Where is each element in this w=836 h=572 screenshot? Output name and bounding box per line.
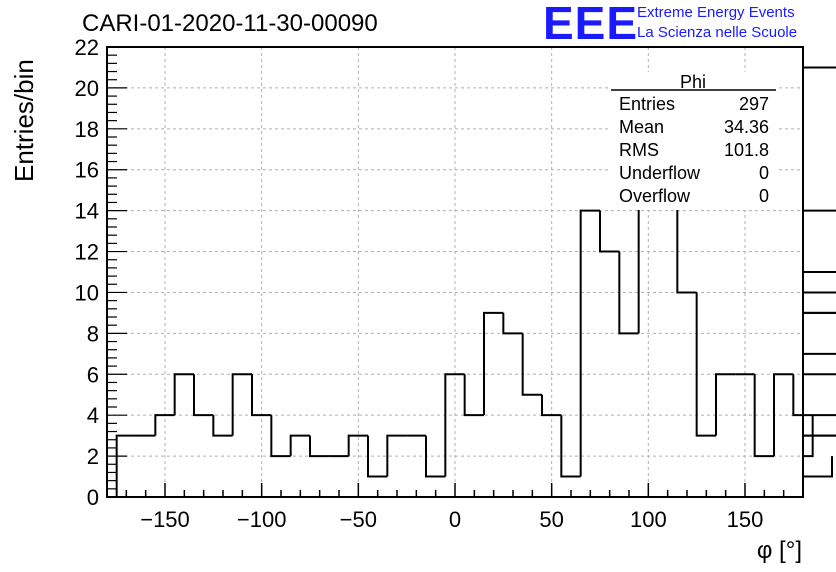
histogram-bin (425, 435, 446, 478)
stats-value: 0 (759, 186, 769, 206)
x-tick-label: 0 (449, 507, 461, 532)
x-tick-label: −100 (237, 507, 287, 532)
histogram-bin (347, 434, 368, 457)
stats-label: Overflow (619, 186, 691, 206)
logo-line-1: Extreme Energy Events (637, 4, 795, 21)
stats-value: 101.8 (724, 140, 769, 160)
y-tick-label: 6 (87, 362, 99, 387)
histogram-bin (212, 415, 233, 437)
histogram-bin (367, 435, 388, 478)
histogram-bin (803, 209, 836, 212)
stats-value: 0 (759, 163, 769, 183)
histogram-bin (803, 271, 836, 273)
stats-label: Mean (619, 117, 664, 137)
histogram-bin (579, 209, 600, 477)
histogram-bin (676, 190, 697, 294)
histogram-bin (803, 311, 836, 314)
histogram-bin (463, 374, 484, 417)
stats-label: Entries (619, 94, 675, 114)
histogram-bin (773, 373, 794, 457)
histogram-bin (803, 66, 836, 69)
histogram-bin (386, 434, 407, 477)
histogram-bin (309, 435, 330, 458)
histogram-bin (270, 415, 291, 458)
y-tick-label: 10 (75, 280, 99, 305)
stats-label: Underflow (619, 163, 701, 183)
y-axis-label: Entries/bin (9, 59, 39, 182)
page-title: CARI-01-2020-11-30-00090 (82, 10, 378, 37)
histogram-bin (193, 374, 214, 417)
x-axis-label: φ [°] (757, 537, 802, 564)
histogram-bin (154, 414, 175, 436)
histogram-bin (803, 414, 836, 417)
x-axis-ticks: −150 −100 −50 0 50 100 150 (106, 483, 804, 532)
histogram-bin (560, 415, 581, 478)
histogram-bin (231, 373, 252, 436)
y-axis-ticks: 0 2 4 6 8 10 12 14 16 18 20 22 (75, 35, 127, 510)
y-tick-label: 14 (75, 199, 99, 224)
histogram-bin (521, 333, 542, 396)
eee-logo: EEE (543, 0, 639, 49)
histogram-bin (792, 374, 803, 417)
histogram-bin (502, 312, 523, 335)
histogram-bin (753, 374, 774, 458)
histogram-bin (483, 311, 504, 416)
histogram-bin (803, 434, 836, 437)
histogram-bin (251, 374, 272, 417)
logo-line-2: La Scienza nelle Scuole (637, 24, 798, 41)
histogram-bin (115, 434, 136, 497)
x-tick-label: −50 (340, 507, 377, 532)
stats-label: RMS (619, 140, 659, 160)
stats-box-bg (611, 72, 776, 210)
y-tick-label: 0 (87, 485, 99, 510)
histogram-bin (599, 210, 620, 253)
histogram-bin (444, 373, 465, 477)
histogram-bin (618, 251, 639, 335)
histogram-bin (803, 415, 814, 458)
stats-box-title: Phi (680, 72, 706, 92)
y-tick-label: 2 (87, 444, 99, 469)
histogram-bin (803, 291, 836, 294)
y-tick-label: 16 (75, 158, 99, 183)
histogram-bin (695, 292, 716, 437)
y-tick-label: 8 (87, 321, 99, 346)
stats-value: 34.36 (724, 117, 769, 137)
y-tick-label: 22 (75, 35, 99, 60)
x-tick-label: 100 (630, 507, 667, 532)
histogram-bin (289, 434, 310, 457)
histogram-bin (803, 456, 833, 478)
histogram-bin (803, 352, 836, 355)
y-tick-label: 12 (75, 240, 99, 265)
y-tick-label: 20 (75, 76, 99, 101)
stats-value: 297 (739, 94, 769, 114)
y-tick-label: 18 (75, 117, 99, 142)
y-tick-label: 4 (87, 403, 99, 428)
histogram-bin (541, 394, 562, 417)
histogram-bin (715, 373, 736, 436)
x-tick-label: −150 (140, 507, 190, 532)
x-tick-label: 150 (727, 507, 764, 532)
x-tick-label: 50 (539, 507, 563, 532)
histogram-bin (173, 373, 194, 416)
histogram-bin (803, 373, 836, 376)
histogram-series (115, 66, 836, 497)
